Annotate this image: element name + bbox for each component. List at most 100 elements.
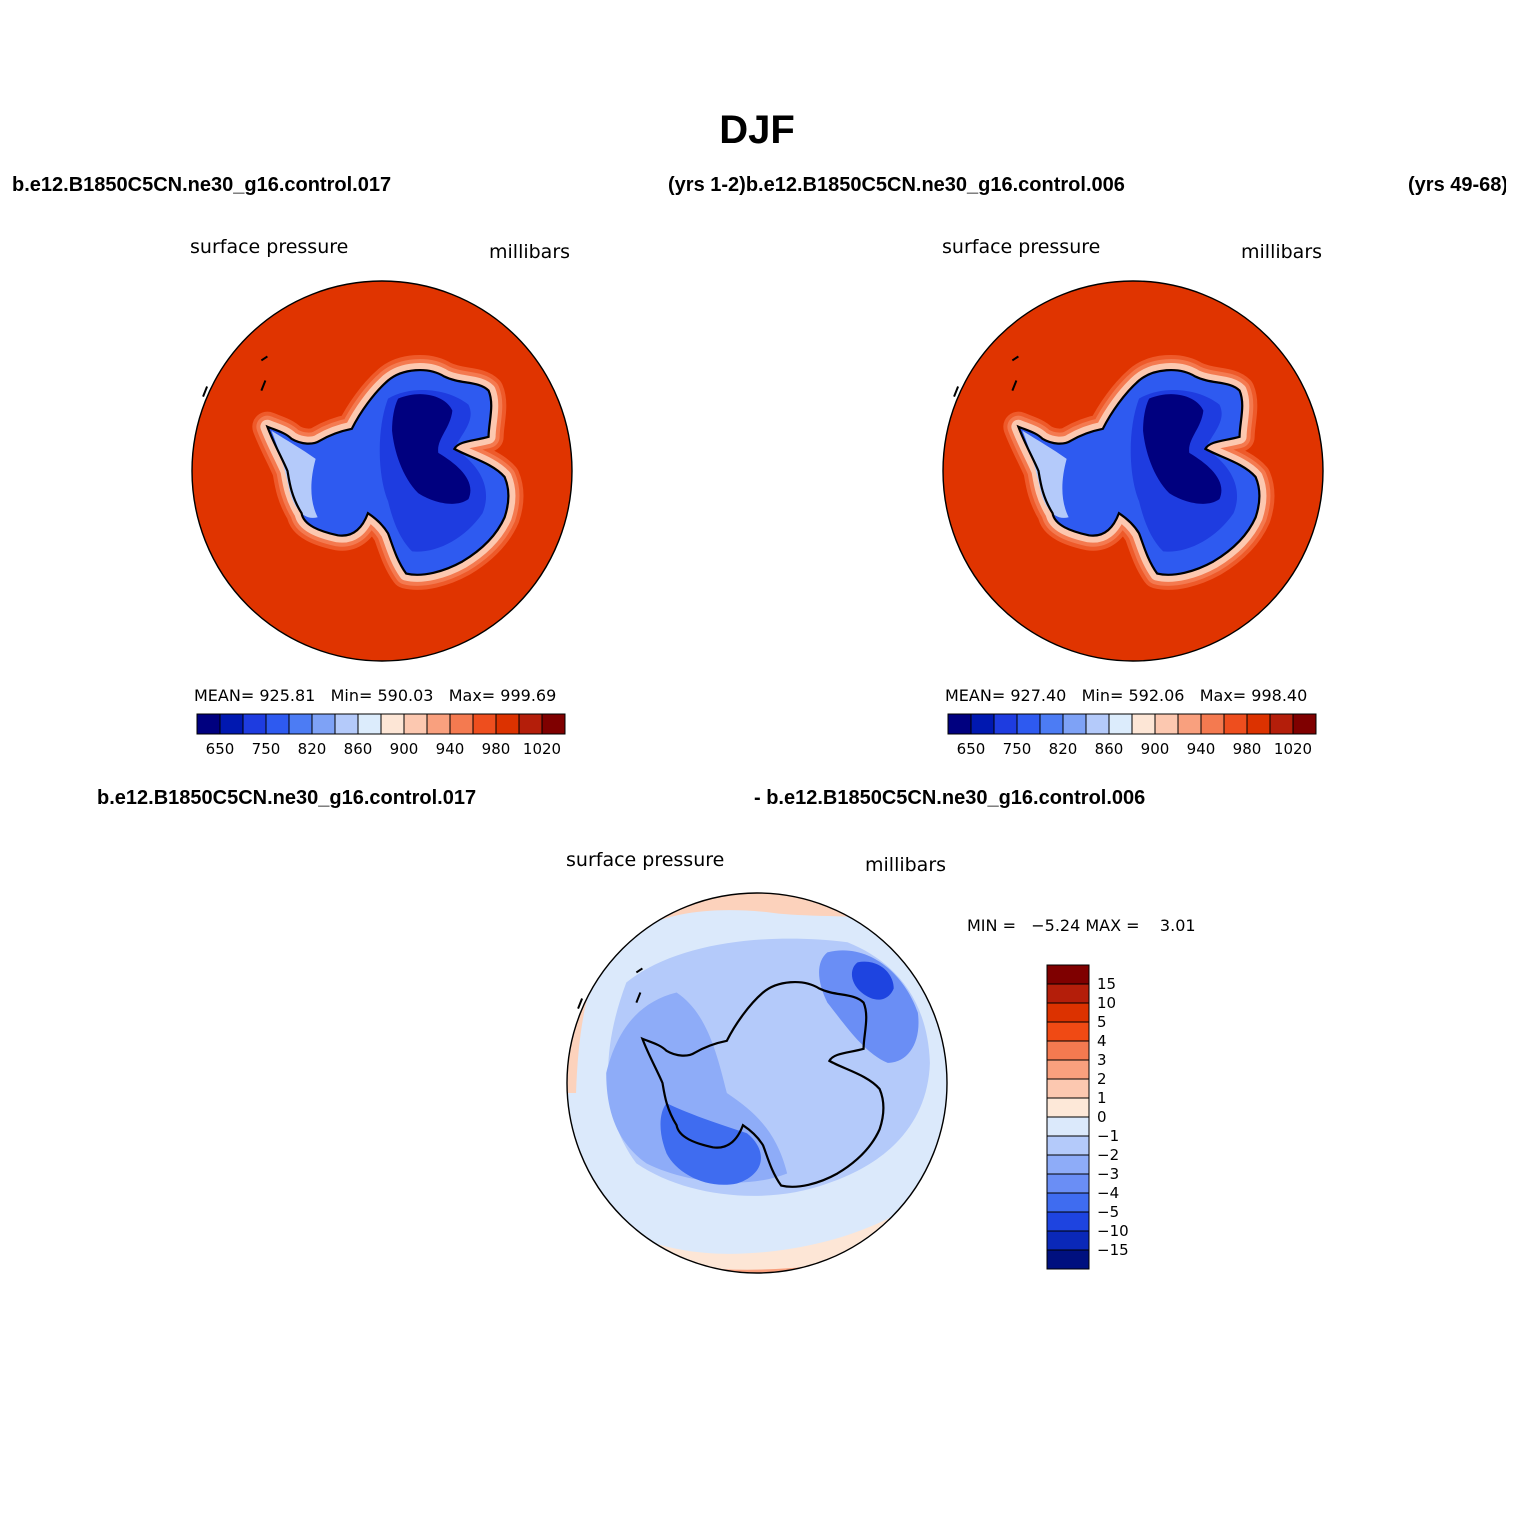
panel1-variable: surface pressure [190,236,349,258]
diff-colorbar-tick-label: −15 [1097,1241,1129,1259]
diff-colorbar-tick-label: 1 [1097,1089,1107,1107]
panel1-colorbar-swatch [219,713,244,735]
peninsula-band [1022,430,1069,518]
panel2-colorbar-swatch [1269,713,1294,735]
panel1-colorbar-swatch [265,713,290,735]
diff-colorbar-swatch [1046,1002,1090,1023]
plateau-core [392,394,471,504]
panel2-colorbar-swatch [1062,713,1087,735]
panel1-colorbar-tick-label: 750 [252,740,281,758]
panel2-min-value: 592.06 [1128,686,1185,705]
panel2-colorbar-tick-label: 980 [1233,740,1262,758]
diff-colorbar-tick-label: 10 [1097,994,1116,1012]
panel2-colorbar-swatch [1223,713,1248,735]
diff-colorbar-swatch [1046,1059,1090,1080]
panel1-map [191,280,573,662]
diff-stats: MIN = −5.24 MAX = 3.01 [967,916,1196,935]
panel2-colorbar-swatch [1039,713,1064,735]
antarctica-coastline [265,369,510,576]
antarctica-coastline [1016,369,1261,576]
island-outlines [953,355,1019,397]
diff-colorbar-tick-label: 0 [1097,1108,1107,1126]
diff-min-label: MIN = [967,916,1016,935]
panel2-colorbar-swatch [1154,713,1179,735]
panel1-colorbar-tick-label: 860 [344,740,373,758]
panel1-colorbar-swatch [541,713,566,735]
panel1-min-label: Min= [330,686,373,705]
panel2-colorbar-swatch [993,713,1018,735]
panel2-colorbar-tick-label: 750 [1003,740,1032,758]
island-outlines [577,967,643,1009]
diff-variable: surface pressure [566,849,725,871]
panel2-colorbar-swatch [1246,713,1271,735]
panel1-mean-label: MEAN= [194,686,255,705]
panel1-colorbar-tick-label: 940 [436,740,465,758]
panel2-colorbar-tick-label: 900 [1141,740,1170,758]
panel1-stats: MEAN= 925.81 Min= 590.03 Max= 999.69 [194,686,556,705]
panel2-mean-label: MEAN= [945,686,1006,705]
panel1-max-label: Max= [448,686,496,705]
panel2-colorbar: 650 750 820 860 900 940 980 1020 [947,713,1317,758]
panel2-variable: surface pressure [942,236,1101,258]
panel2-colorbar-swatch [1177,713,1202,735]
diff-colorbar-swatch [1046,1116,1090,1137]
diff-case-b: - b.e12.B1850C5CN.ne30_g16.control.006 [754,787,1146,809]
diff-colorbar-tick-label: 3 [1097,1051,1107,1069]
panel1-colorbar-tick-label: 820 [298,740,327,758]
panel1-colorbar-tick-label: 1020 [523,740,561,758]
panel1-colorbar-tick-label: 980 [482,740,511,758]
panel1-colorbar: 650 750 820 860 900 940 980 1020 [196,713,566,758]
diff-max-label: MAX = [1085,916,1140,935]
diff-colorbar-tick-label: 4 [1097,1032,1107,1050]
panel2-max-value: 998.40 [1251,686,1308,705]
panel1-colorbar-swatch [495,713,520,735]
panel1-colorbar-swatch [380,713,405,735]
diff-max-value: 3.01 [1159,916,1196,935]
diff-colorbar-swatch [1046,1135,1090,1156]
diff-colorbar-swatch [1046,1021,1090,1042]
panel1-colorbar-swatch [518,713,543,735]
diff-colorbar-tick-label: −3 [1097,1165,1119,1183]
diff-case-a: b.e12.B1850C5CN.ne30_g16.control.017 [97,787,477,809]
panel2-colorbar-swatch [970,713,995,735]
diff-colorbar-tick-label: −5 [1097,1203,1119,1221]
panel2-colorbar-swatch [1292,713,1317,735]
map-border [942,280,1324,662]
diff-colorbar-swatch [1046,1230,1090,1251]
panel1-colorbar-swatch [196,713,221,735]
figure-title: DJF [719,108,795,152]
map-border [191,280,573,662]
panel2-colorbar-tick-label: 860 [1095,740,1124,758]
panel2-colorbar-tick-label: 940 [1187,740,1216,758]
peninsula-band [271,430,318,518]
diff-colorbar-swatch [1046,1040,1090,1061]
diff-units: millibars [865,854,947,876]
positive-region-south [567,1113,947,1273]
panel1-colorbar-tick-label: 900 [390,740,419,758]
panel2-colorbar-tick-label: 820 [1049,740,1078,758]
case-name-left: b.e12.B1850C5CN.ne30_g16.control.017 [12,174,392,196]
diff-map [566,892,948,1274]
panel2-colorbar-swatch [1085,713,1110,735]
panel1-colorbar-swatch [472,713,497,735]
diff-colorbar-tick-label: −1 [1097,1127,1119,1145]
panel2-min-label: Min= [1081,686,1124,705]
diff-colorbar-swatch [1046,983,1090,1004]
diff-colorbar-swatch [1046,1192,1090,1213]
panel1-mean-value: 925.81 [259,686,316,705]
panel1-colorbar-swatch [449,713,474,735]
panel2-colorbar-swatch [1108,713,1133,735]
diff-colorbar-swatch [1046,964,1090,985]
diff-colorbar-tick-label: 15 [1097,975,1116,993]
diff-min-value: −5.24 [1031,916,1081,935]
panel2-colorbar-swatch [1131,713,1156,735]
diff-colorbar-swatch [1046,1249,1090,1270]
panel1-colorbar-swatch [311,713,336,735]
diff-colorbar-tick-label: −4 [1097,1184,1119,1202]
panel1-units: millibars [489,241,571,263]
diff-colorbar-tick-label: 2 [1097,1070,1107,1088]
panel2-colorbar-tick-label: 650 [957,740,986,758]
panel2-mean-value: 927.40 [1010,686,1067,705]
diff-colorbar-tick-label: 5 [1097,1013,1107,1031]
